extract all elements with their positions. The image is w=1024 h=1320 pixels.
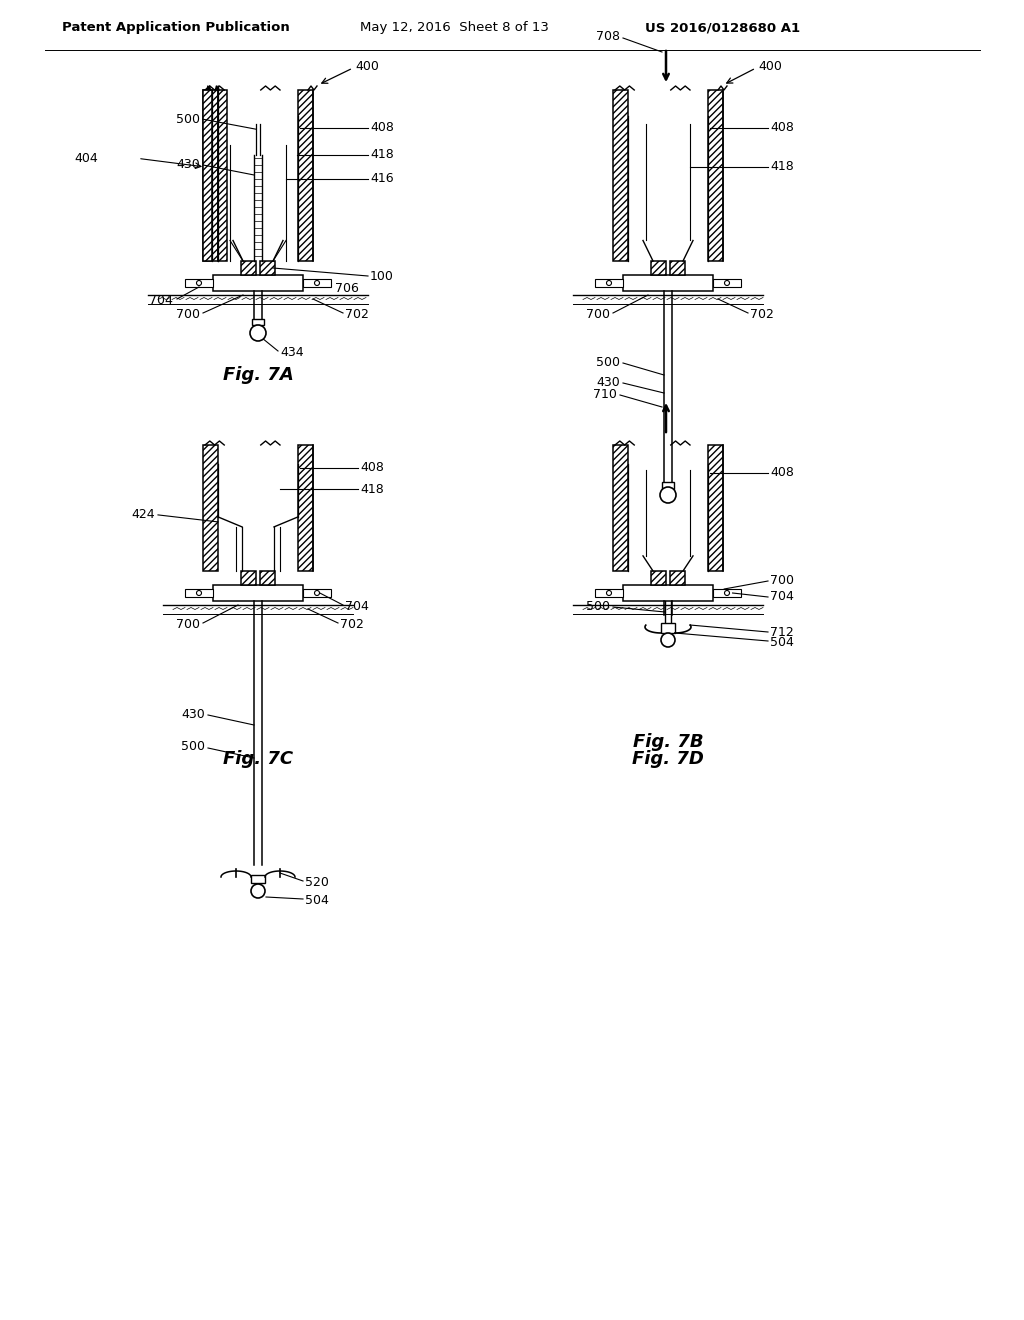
Circle shape (197, 590, 202, 595)
Bar (613, 90, 628, 261)
Text: Fig. 7D: Fig. 7D (632, 750, 703, 768)
Bar (708, 445, 723, 572)
Bar (203, 445, 218, 572)
Text: 400: 400 (758, 61, 782, 74)
Bar (651, 572, 666, 585)
Bar (203, 90, 218, 261)
Circle shape (314, 590, 319, 595)
Circle shape (251, 884, 265, 898)
Bar (298, 445, 313, 572)
Bar (623, 275, 713, 290)
Bar (252, 319, 264, 325)
Bar (241, 261, 256, 275)
Bar (303, 589, 331, 597)
Bar (713, 279, 741, 286)
Bar (213, 275, 303, 290)
Bar (670, 572, 685, 585)
Bar (708, 90, 723, 261)
Bar (260, 572, 275, 585)
Circle shape (725, 281, 729, 285)
Text: 500: 500 (596, 355, 620, 368)
Text: 408: 408 (770, 121, 794, 135)
Text: 400: 400 (355, 61, 379, 74)
Bar (251, 875, 265, 883)
Bar (662, 482, 674, 488)
Text: 702: 702 (340, 619, 364, 631)
Bar (670, 261, 685, 275)
Text: US 2016/0128680 A1: US 2016/0128680 A1 (645, 21, 800, 34)
Text: 408: 408 (770, 466, 794, 479)
Text: 404: 404 (75, 152, 98, 165)
Text: 704: 704 (770, 590, 794, 603)
Text: 418: 418 (370, 148, 394, 161)
Text: 430: 430 (181, 708, 205, 721)
Text: 504: 504 (770, 635, 794, 648)
Bar (185, 279, 213, 286)
Bar (595, 279, 623, 286)
Circle shape (660, 487, 676, 503)
Bar (260, 261, 275, 275)
Circle shape (606, 590, 611, 595)
Bar (613, 445, 628, 572)
Text: 418: 418 (770, 161, 794, 173)
Text: 706: 706 (335, 282, 358, 296)
Text: 708: 708 (596, 30, 620, 44)
Bar (185, 589, 213, 597)
Bar (203, 90, 212, 261)
Bar (303, 279, 331, 286)
Text: 416: 416 (370, 173, 393, 185)
Text: 710: 710 (593, 388, 617, 400)
Text: 500: 500 (176, 112, 200, 125)
Text: 520: 520 (305, 875, 329, 888)
Text: 700: 700 (176, 309, 200, 322)
Text: 704: 704 (150, 294, 173, 308)
Text: 702: 702 (345, 309, 369, 322)
Text: Fig. 7A: Fig. 7A (222, 366, 293, 384)
Circle shape (250, 325, 266, 341)
Bar (651, 261, 666, 275)
Circle shape (606, 281, 611, 285)
Text: 430: 430 (176, 158, 200, 172)
Text: 418: 418 (360, 483, 384, 495)
Text: 434: 434 (280, 346, 304, 359)
Text: 430: 430 (596, 375, 620, 388)
Text: May 12, 2016  Sheet 8 of 13: May 12, 2016 Sheet 8 of 13 (360, 21, 549, 34)
Bar (662, 623, 675, 634)
Bar (298, 90, 313, 261)
Circle shape (197, 281, 202, 285)
Text: 424: 424 (131, 508, 155, 521)
Text: 504: 504 (305, 894, 329, 907)
Text: 704: 704 (345, 601, 369, 614)
Text: 408: 408 (370, 121, 394, 135)
Text: 500: 500 (586, 601, 610, 614)
Bar (713, 589, 741, 597)
Bar (623, 585, 713, 601)
Text: 700: 700 (176, 619, 200, 631)
Circle shape (314, 281, 319, 285)
Text: Fig. 7C: Fig. 7C (223, 750, 293, 768)
Text: 408: 408 (360, 461, 384, 474)
Bar (595, 589, 623, 597)
Bar (213, 585, 303, 601)
Text: Fig. 7B: Fig. 7B (633, 733, 703, 751)
Text: 500: 500 (181, 741, 205, 754)
Bar (241, 572, 256, 585)
Circle shape (662, 634, 675, 647)
Text: 700: 700 (586, 309, 610, 322)
Text: 702: 702 (750, 309, 774, 322)
Text: 712: 712 (770, 627, 794, 639)
Bar (218, 90, 227, 261)
Text: Patent Application Publication: Patent Application Publication (62, 21, 290, 34)
Text: 700: 700 (770, 574, 794, 587)
Text: 100: 100 (370, 269, 394, 282)
Circle shape (725, 590, 729, 595)
